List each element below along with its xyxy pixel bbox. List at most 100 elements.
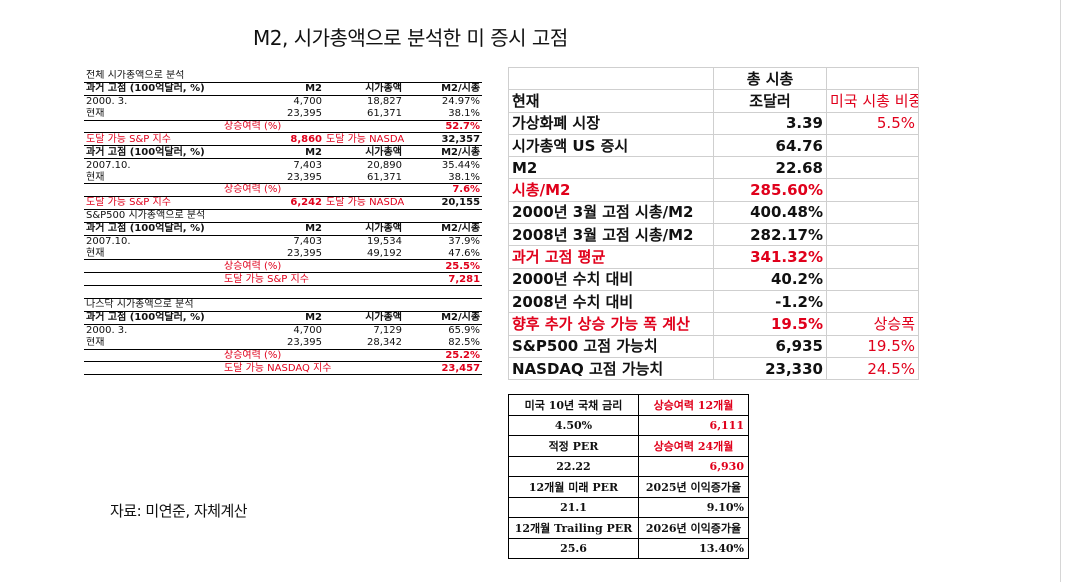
row-label: 2007.10.	[84, 158, 222, 172]
table-row: 2000년 수치 대비 40.2%	[508, 267, 919, 291]
row-extra	[826, 156, 919, 180]
row-label: 향후 추가 상승 가능 폭 계산	[508, 312, 714, 336]
cell: 19,534	[324, 234, 404, 248]
row-value: 23,330	[713, 356, 827, 381]
table-row: 2007.10. 7,403 19,534 37.9%	[84, 234, 483, 248]
upside-row: 상승여력 (%) 25.5%	[84, 259, 483, 273]
row-value: 3.39	[713, 111, 827, 135]
reach-row: 도달 가능 S&P 지수 8,860 도달 가능 NASDAQ 32,357	[84, 132, 483, 146]
label-cell: 12개월 Trailing PER	[508, 517, 639, 539]
table-row: 2008년 수치 대비 -1.2%	[508, 289, 919, 314]
cell: 49,192	[367, 247, 402, 259]
header-row: 과거 고점 (100억달러, %) M2 시가총액 M2/시총	[84, 145, 483, 159]
header-unit: 조달러	[713, 89, 827, 113]
upside-value: 25.5%	[404, 259, 483, 273]
value-cell: 4.50%	[508, 414, 639, 436]
value-cell: 6,930	[638, 455, 749, 477]
row-label: 현재	[86, 108, 105, 120]
header-cell: M2/시총	[404, 81, 483, 96]
cell: 61,371	[367, 171, 402, 183]
upside-row: 상승여력 (%) 25.2%	[84, 348, 483, 362]
header-cell: 과거 고점 (100억달러, %)	[84, 310, 222, 325]
row-extra	[826, 267, 919, 291]
header-cell: 과거 고점 (100억달러, %)	[84, 145, 222, 159]
table-row: 현재 23,395 61,371 38.1%	[84, 171, 482, 183]
cell: 23,395	[287, 247, 322, 259]
header-row: 과거 고점 (100억달러, %) M2 시가총액 M2/시총	[84, 310, 483, 325]
section-title-row: 전체 시가총액으로 분석	[84, 70, 482, 82]
cell: 23,395	[287, 108, 322, 120]
value-cell: 13.40%	[638, 537, 749, 559]
table-row: 적정 PER 상승여력 24개월	[508, 435, 749, 457]
row-label: 시가총액 US 증시	[508, 133, 714, 158]
header-cell: 과거 고점 (100억달러, %)	[84, 81, 222, 96]
left-analysis-table: 전체 시가총액으로 분석 과거 고점 (100억달러, %) M2 시가총액 M…	[84, 70, 483, 375]
nasdaq-value: 32,357	[404, 132, 483, 146]
reach-label: 도달 가능 S&P 지수	[222, 272, 404, 286]
row-label: 현재	[86, 247, 105, 259]
sp-value: 6,242	[222, 195, 324, 210]
table-row: 25.6 13.40%	[508, 537, 749, 559]
row-extra: 상승폭	[826, 312, 919, 336]
value-cell: 21.1	[508, 496, 639, 518]
header-total-market-cap: 총 시총	[713, 66, 827, 91]
spacer-row	[84, 286, 482, 299]
table-row: 미국 10년 국채 금리 상승여력 12개월	[508, 394, 749, 416]
header-cell: 시가총액	[324, 221, 404, 236]
reach-row: 도달 가능 S&P 지수 7,281	[84, 272, 483, 286]
cell: 47.6%	[448, 247, 481, 259]
cell: 38.1%	[448, 108, 481, 120]
row-extra	[826, 133, 919, 158]
table-row: S&P500 고점 가능치 6,935 19.5%	[508, 334, 919, 358]
header-cell: 시가총액	[324, 81, 404, 96]
row-extra	[826, 223, 919, 247]
cell: 18,827	[324, 94, 404, 108]
header-cell: 과거 고점 (100억달러, %)	[84, 221, 222, 236]
table-row: 시총/M2 285.60%	[508, 178, 919, 202]
sp-label: 도달 가능 S&P 지수	[84, 195, 222, 210]
label-cell: 적정 PER	[508, 435, 639, 457]
table-row: 2000년 3월 고점 시총/M2 400.48%	[508, 200, 919, 225]
cell: 82.5%	[448, 337, 481, 349]
table-row: 22.22 6,930	[508, 455, 749, 477]
reach-row: 도달 가능 NASDAQ 지수 23,457	[84, 361, 483, 375]
header-cell: M2	[222, 310, 324, 325]
row-value: 341.32%	[713, 245, 827, 269]
cell: 4,700	[222, 323, 324, 337]
section-title-row: S&P500 시가총액으로 분석	[84, 208, 483, 223]
table-row: 4.50% 6,111	[508, 414, 749, 436]
cell: 4,700	[222, 94, 324, 108]
row-label: 가상화폐 시장	[508, 111, 714, 135]
row-value: 400.48%	[713, 200, 827, 225]
row-value: 19.5%	[713, 312, 827, 336]
reach-value: 7,281	[404, 272, 483, 286]
value-cell: 6,111	[638, 414, 749, 436]
table-row: 12개월 Trailing PER 2026년 이익증가율	[508, 517, 749, 539]
header-row: 현재 조달러 미국 시총 비중	[508, 89, 919, 113]
table-row: 21.1 9.10%	[508, 496, 749, 518]
header-cell: 시가총액	[324, 145, 404, 159]
cell: 38.1%	[448, 171, 481, 183]
header-row: 과거 고점 (100억달러, %) M2 시가총액 M2/시총	[84, 221, 483, 236]
row-label: 2008년 3월 고점 시총/M2	[508, 223, 714, 247]
table-row: 시가총액 US 증시 64.76	[508, 133, 919, 158]
row-extra	[826, 178, 919, 202]
section-title-row: 나스닥 시가총액으로 분석	[84, 298, 483, 312]
table-row: 가상화폐 시장 3.39 5.5%	[508, 111, 919, 135]
cell: 35.44%	[404, 158, 483, 172]
upside-row: 상승여력 (%) 52.7%	[84, 119, 483, 133]
reach-row: 도달 가능 S&P 지수 6,242 도달 가능 NASDAQ 20,155	[84, 195, 483, 210]
row-label: 현재	[86, 171, 105, 183]
cell: 7,403	[222, 234, 324, 248]
header-current: 현재	[508, 89, 714, 113]
right-summary-table: 총 시총 현재 조달러 미국 시총 비중 가상화폐 시장 3.39 5.5% 시…	[508, 66, 919, 381]
cell: 7,403	[222, 158, 324, 172]
nasdaq-value: 20,155	[404, 195, 483, 210]
row-label: 과거 고점 평균	[508, 245, 714, 269]
row-label: 2007.10.	[84, 234, 222, 248]
header-row-top: 총 시총	[508, 66, 919, 91]
header-cell: M2	[222, 145, 324, 159]
table-row: 향후 추가 상승 가능 폭 계산 19.5% 상승폭	[508, 312, 919, 336]
table-row: 2000. 3. 4,700 18,827 24.97%	[84, 94, 483, 108]
row-label: 2008년 수치 대비	[508, 289, 714, 314]
